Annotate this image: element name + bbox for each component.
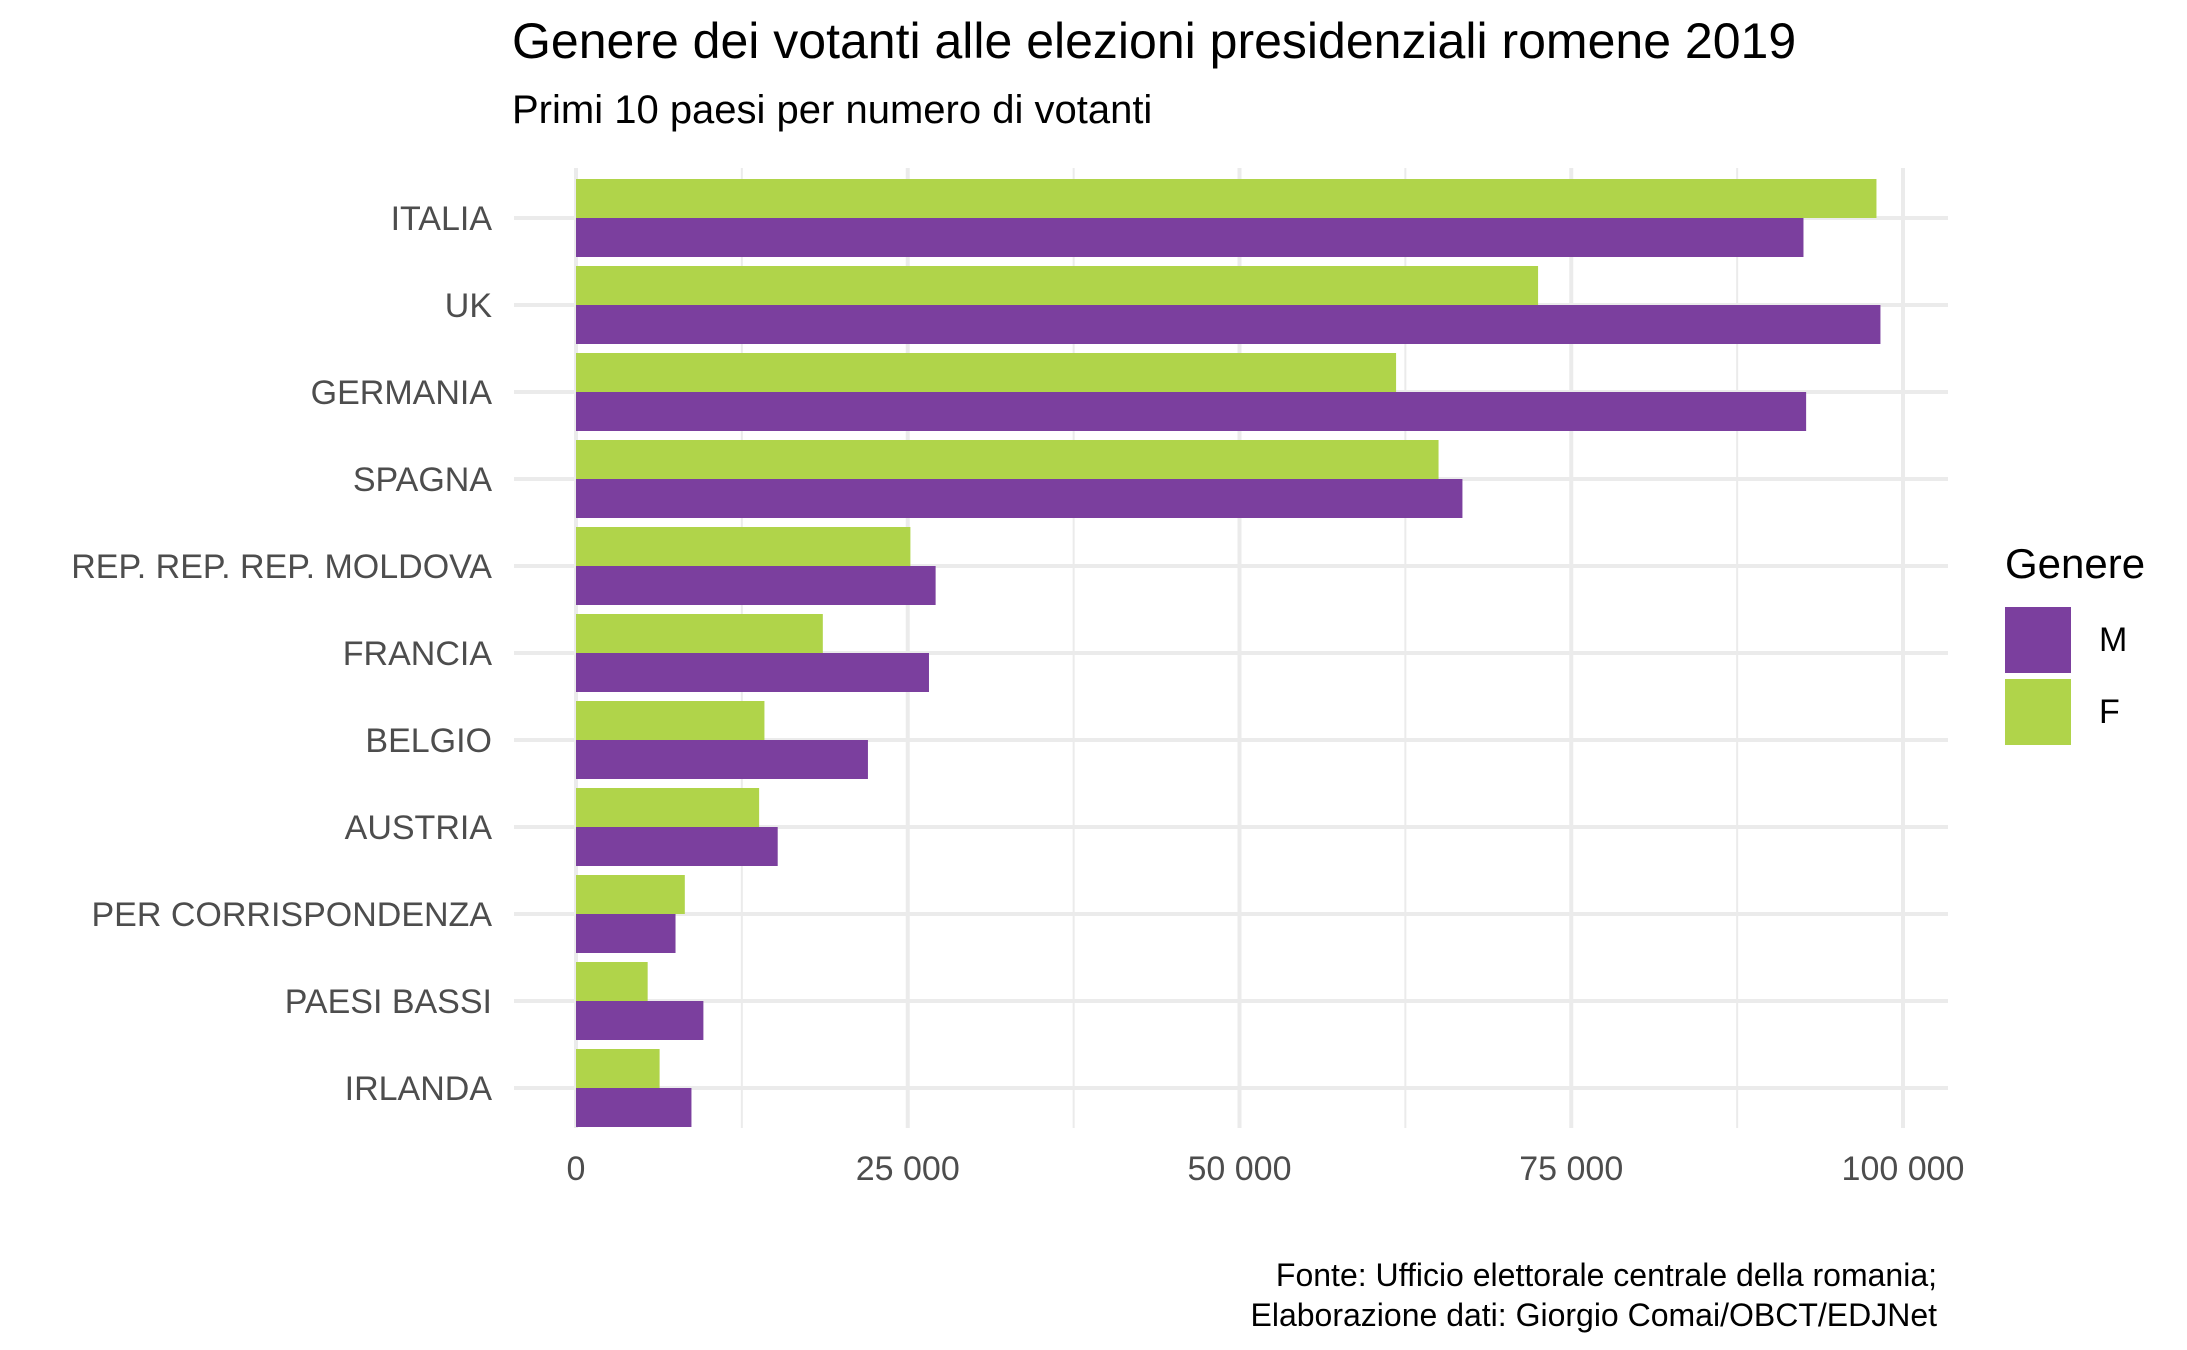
y-tick-label: REP. REP. REP. MOLDOVA	[71, 548, 492, 586]
bar-f-uk	[576, 266, 1539, 305]
legend-title: Genere	[2005, 540, 2146, 587]
bar-m-uk	[576, 305, 1881, 344]
legend-label-m: M	[2099, 620, 2128, 659]
y-tick-label: AUSTRIA	[345, 809, 493, 847]
caption-line-1: Fonte: Ufficio elettorale centrale della…	[1275, 1257, 1937, 1293]
x-tick-label: 0	[567, 1150, 586, 1188]
chart-subtitle: Primi 10 paesi per numero di votanti	[512, 88, 1153, 132]
bar-f-spagna	[576, 440, 1439, 479]
bar-m-rep-rep-rep-moldova	[576, 566, 936, 605]
legend-swatch-f	[2005, 679, 2071, 745]
bar-f-belgio	[576, 701, 765, 740]
legend-item-f: F	[2005, 676, 2145, 748]
bar-f-francia	[576, 614, 823, 653]
bar-f-rep-rep-rep-moldova	[576, 527, 911, 566]
bar-f-per-corrispondenza	[576, 875, 685, 914]
x-tick-label: 75 000	[1519, 1150, 1623, 1188]
y-tick-label: SPAGNA	[353, 461, 493, 499]
bar-f-austria	[576, 788, 760, 827]
y-tick-label: PAESI BASSI	[285, 983, 492, 1021]
legend-swatch-m	[2005, 607, 2071, 673]
y-tick-label: FRANCIA	[343, 635, 493, 673]
bar-m-italia	[576, 218, 1804, 257]
y-tick-label: IRLANDA	[345, 1070, 493, 1108]
caption-line-2: Elaborazione dati: Giorgio Comai/OBCT/ED…	[1250, 1297, 1938, 1333]
bar-m-per-corrispondenza	[576, 914, 676, 953]
y-tick-label: ITALIA	[391, 200, 493, 238]
x-tick-label: 100 000	[1842, 1150, 1965, 1188]
x-tick-label: 50 000	[1188, 1150, 1292, 1188]
y-tick-label: PER CORRISPONDENZA	[92, 896, 493, 934]
bar-m-belgio	[576, 740, 868, 779]
bar-m-paesi-bassi	[576, 1001, 704, 1040]
bar-f-italia	[576, 179, 1877, 218]
y-tick-label: UK	[445, 287, 493, 325]
bar-m-spagna	[576, 479, 1463, 518]
bar-m-austria	[576, 827, 778, 866]
legend-label-f: F	[2099, 692, 2120, 731]
y-tick-label: GERMANIA	[311, 374, 493, 412]
bar-m-irlanda	[576, 1088, 692, 1127]
caption: Fonte: Ufficio elettorale centrale della…	[1251, 1255, 1938, 1335]
bars	[576, 179, 1881, 1127]
bar-m-francia	[576, 653, 929, 692]
y-tick-label: BELGIO	[365, 722, 492, 760]
bar-m-germania	[576, 392, 1807, 431]
x-tick-label: 25 000	[856, 1150, 960, 1188]
chart-title: Genere dei votanti alle elezioni preside…	[512, 13, 1797, 69]
y-axis-labels: ITALIA UK GERMANIA SPAGNA REP. REP. REP. MOL…	[71, 200, 492, 1108]
legend: Genere M F	[2005, 540, 2145, 748]
bar-f-irlanda	[576, 1049, 660, 1088]
legend-item-m: M	[2005, 604, 2145, 676]
bar-f-paesi-bassi	[576, 962, 648, 1001]
x-axis-labels: 0 25 000 50 000 75 000 100 000	[567, 1150, 1965, 1188]
bar-f-germania	[576, 353, 1397, 392]
